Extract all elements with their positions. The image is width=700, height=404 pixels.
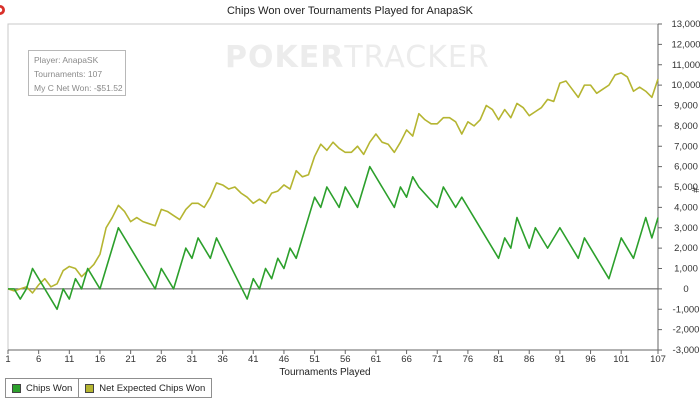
y-tick-label: -2,000 xyxy=(673,325,700,336)
y-tick-label: 1,000 xyxy=(674,264,698,275)
y-tick-label: 3,000 xyxy=(674,223,698,234)
x-tick-label: 66 xyxy=(401,354,412,365)
y-tick-label: 10,000 xyxy=(671,80,700,91)
legend: Chips Won Net Expected Chips Won xyxy=(5,378,213,398)
x-tick-label: 91 xyxy=(555,354,566,365)
player-info-box: Player: AnapaSK Tournaments: 107 My C Ne… xyxy=(28,50,126,96)
x-tick-label: 46 xyxy=(279,354,290,365)
x-tick-label: 107 xyxy=(650,354,666,365)
y-tick-label: -1,000 xyxy=(673,304,700,315)
legend-item-net-expected[interactable]: Net Expected Chips Won xyxy=(79,379,211,397)
x-tick-label: 76 xyxy=(463,354,474,365)
x-tick-label: 1 xyxy=(5,354,10,365)
legend-swatch xyxy=(12,383,21,393)
y-tick-label: 9,000 xyxy=(674,101,698,112)
x-tick-label: 71 xyxy=(432,354,443,365)
x-tick-label: 101 xyxy=(613,354,629,365)
x-tick-label: 61 xyxy=(371,354,382,365)
x-tick-label: 26 xyxy=(156,354,167,365)
x-tick-label: 56 xyxy=(340,354,351,365)
y-tick-label: 0 xyxy=(683,284,688,295)
y-tick-label: 7,000 xyxy=(674,141,698,152)
poker-chip-icon xyxy=(0,5,5,15)
x-tick-label: 16 xyxy=(95,354,106,365)
series-line-chips-won xyxy=(8,165,659,311)
y-tick-label: 8,000 xyxy=(674,121,698,132)
x-tick-label: 6 xyxy=(36,354,41,365)
y-axis-label: # xyxy=(689,187,700,193)
info-player: Player: AnapaSK xyxy=(34,55,99,65)
y-tick-label: 2,000 xyxy=(674,243,698,254)
x-tick-label: 51 xyxy=(309,354,320,365)
x-tick-label: 36 xyxy=(217,354,228,365)
info-tournaments: Tournaments: 107 xyxy=(34,69,103,79)
y-tick-label: 6,000 xyxy=(674,162,698,173)
legend-label: Net Expected Chips Won xyxy=(99,382,206,394)
legend-swatch xyxy=(85,383,95,393)
x-tick-label: 96 xyxy=(585,354,596,365)
info-net-won: My C Net Won: -$51.52 xyxy=(34,83,123,93)
y-tick-label: 11,000 xyxy=(672,60,700,71)
x-axis-label: Tournaments Played xyxy=(279,367,370,378)
y-tick-label: -3,000 xyxy=(673,345,700,356)
x-tick-label: 11 xyxy=(64,354,74,365)
x-tick-label: 21 xyxy=(125,354,136,365)
x-tick-label: 81 xyxy=(493,354,504,365)
legend-label: Chips Won xyxy=(26,382,73,394)
x-tick-label: 41 xyxy=(248,354,259,365)
x-tick-label: 31 xyxy=(187,354,198,365)
series-line-net-expected-chips-won xyxy=(7,72,659,294)
x-tick-label: 86 xyxy=(524,354,535,365)
y-tick-label: 12,000 xyxy=(671,39,700,50)
y-tick-label: 5,000 xyxy=(674,182,698,193)
poker-tracker-watermark: POKERTRACKER xyxy=(225,40,490,75)
chart-title: Chips Won over Tournaments Played for An… xyxy=(227,5,474,17)
legend-item-chips-won[interactable]: Chips Won xyxy=(6,379,80,397)
y-tick-label: 13,000 xyxy=(671,19,700,30)
y-tick-label: 4,000 xyxy=(674,202,698,213)
